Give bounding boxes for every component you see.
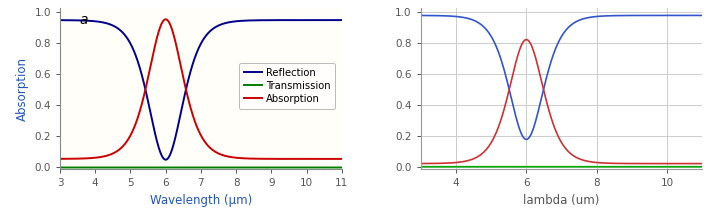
Absorption xyxy=(186,103,194,106)
Transmission xyxy=(70,166,78,169)
Reflection xyxy=(70,19,78,22)
Absorption xyxy=(330,158,338,160)
Text: a: a xyxy=(80,13,88,27)
Legend: Reflection, Transmission, Absorption: Reflection, Transmission, Absorption xyxy=(239,63,335,109)
Absorption xyxy=(56,158,64,160)
Transmission xyxy=(185,166,193,169)
Absorption xyxy=(193,126,201,129)
Y-axis label: Absorption: Absorption xyxy=(16,57,29,121)
X-axis label: Wavelength (μm): Wavelength (μm) xyxy=(150,194,252,207)
Absorption xyxy=(337,158,346,160)
X-axis label: lambda (um): lambda (um) xyxy=(523,194,600,207)
Transmission xyxy=(330,166,338,169)
Transmission xyxy=(56,166,64,169)
Transmission xyxy=(277,166,286,169)
Transmission xyxy=(329,166,337,169)
Reflection xyxy=(162,158,170,161)
Reflection xyxy=(330,19,338,21)
Line: Reflection: Reflection xyxy=(60,20,342,160)
Transmission xyxy=(337,166,346,169)
Absorption xyxy=(330,158,338,160)
Transmission xyxy=(193,166,201,169)
Reflection xyxy=(337,19,346,21)
Absorption xyxy=(70,158,78,160)
Reflection xyxy=(277,19,286,21)
Reflection xyxy=(186,73,194,76)
Reflection xyxy=(193,50,201,53)
Line: Absorption: Absorption xyxy=(60,19,342,159)
Absorption xyxy=(277,158,286,160)
Reflection xyxy=(330,19,338,21)
Reflection xyxy=(56,19,64,21)
Absorption xyxy=(162,18,170,21)
